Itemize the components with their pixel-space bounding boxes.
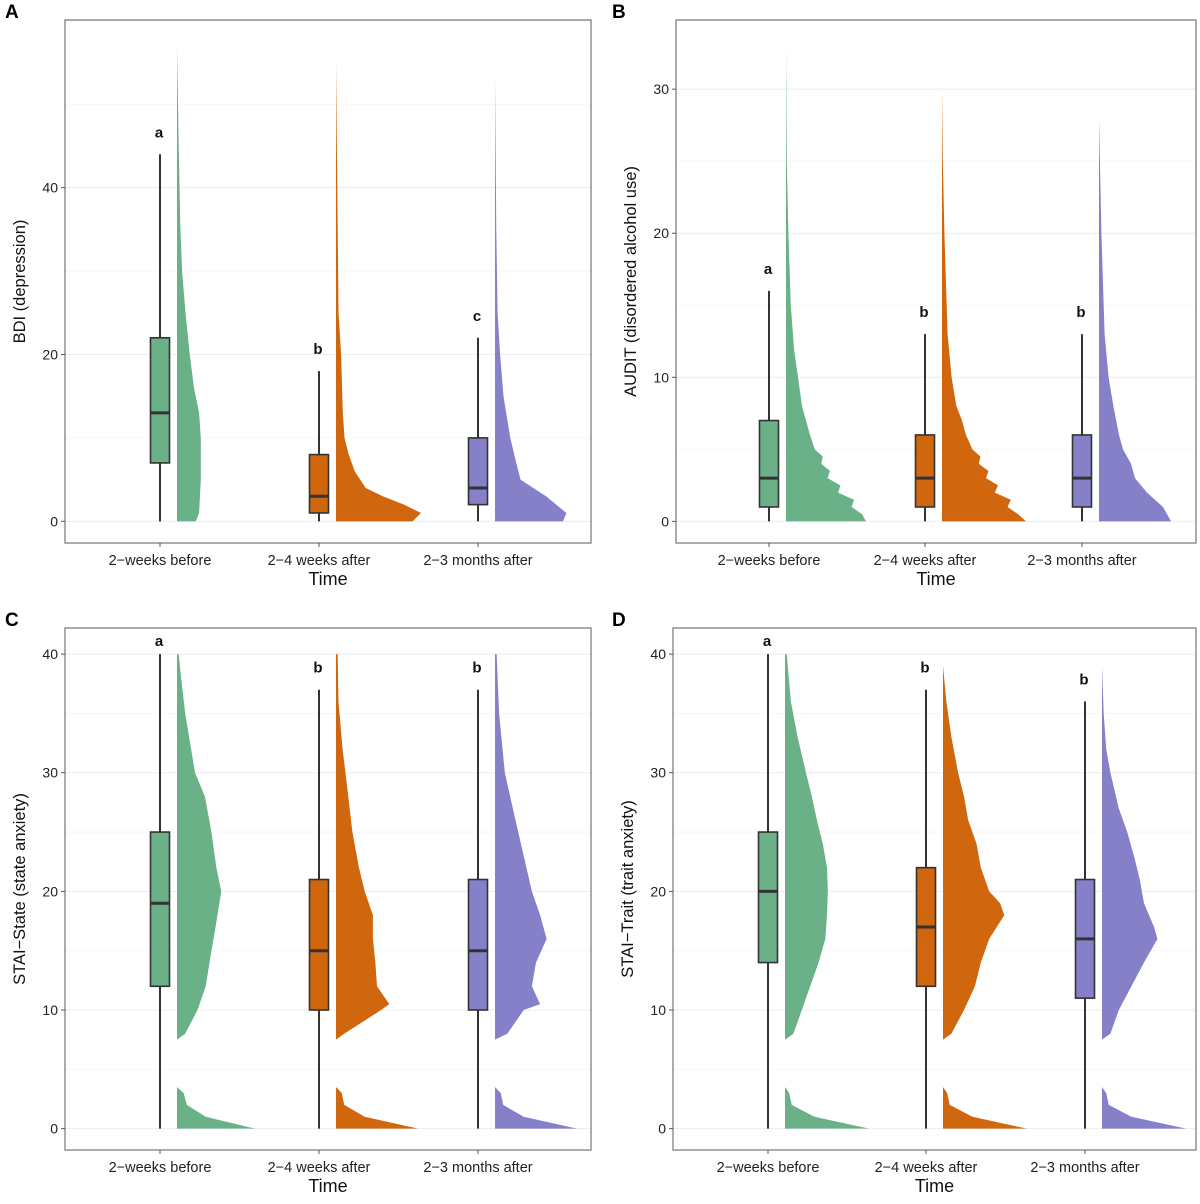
y-tick-label: 30	[653, 81, 669, 97]
x-tick-label: 2−4 weeks after	[875, 1160, 978, 1176]
significance-letter: b	[919, 304, 928, 321]
significance-letter: b	[1079, 672, 1088, 689]
x-axis-title: Time	[916, 569, 955, 589]
y-tick-label: 0	[658, 1121, 666, 1137]
x-tick-label: 2−weeks before	[718, 553, 821, 569]
significance-letter: b	[313, 660, 322, 677]
box	[758, 419, 780, 508]
y-tick-label: 30	[650, 765, 666, 781]
violin	[786, 45, 866, 522]
violin	[336, 654, 390, 1040]
panel-label: B	[612, 2, 626, 23]
box	[467, 878, 489, 1011]
y-tick-label: 20	[42, 346, 58, 362]
box	[149, 337, 171, 464]
violin	[177, 654, 222, 1040]
significance-letter: b	[313, 341, 322, 358]
y-tick-label: 0	[50, 1121, 58, 1137]
violin	[1102, 665, 1158, 1040]
violin	[336, 1087, 418, 1129]
significance-letter: b	[1076, 304, 1085, 321]
violin	[495, 654, 547, 1040]
y-axis-title: STAI−State (state anxiety)	[11, 793, 29, 985]
significance-letter: a	[155, 124, 164, 141]
plot-border	[672, 627, 1197, 1151]
box	[149, 831, 171, 988]
x-tick-label: 2−3 months after	[1030, 1160, 1139, 1176]
y-tick-label: 40	[42, 180, 58, 196]
box	[467, 437, 489, 506]
x-tick-label: 2−4 weeks after	[874, 553, 977, 569]
violin	[785, 654, 828, 1040]
y-tick-label: 20	[650, 883, 666, 899]
x-tick-label: 2−3 months after	[423, 553, 532, 569]
x-tick-label: 2−4 weeks after	[268, 553, 371, 569]
y-axis-title: BDI (depression)	[11, 220, 29, 344]
plot-border	[64, 19, 592, 544]
violin	[785, 1087, 869, 1129]
panel-label: A	[5, 2, 19, 23]
violin	[495, 1087, 577, 1129]
y-axis-title: AUDIT (disordered alcohol use)	[622, 166, 640, 397]
panel-a: a b c 0 20 40 2−weeks before 2−4 weeks after 2−3…	[5, 2, 592, 589]
y-tick-label: 0	[50, 513, 58, 529]
y-tick-label: 30	[42, 765, 58, 781]
box	[757, 831, 779, 964]
y-tick-label: 20	[42, 883, 58, 899]
violin	[943, 1087, 1027, 1129]
y-tick-label: 0	[661, 513, 669, 529]
panel-c: a b b 0 10 20 30 40 2−weeks before 2−4 weeks afte…	[5, 610, 592, 1196]
box	[914, 434, 936, 508]
x-axis-title: Time	[308, 1176, 347, 1196]
significance-letter: a	[155, 633, 164, 650]
significance-letter: a	[763, 633, 772, 650]
violin	[177, 45, 201, 522]
x-tick-label: 2−weeks before	[717, 1160, 820, 1176]
y-axis-title: STAI−Trait (trait anxiety)	[619, 800, 637, 977]
x-tick-label: 2−weeks before	[109, 553, 212, 569]
x-tick-label: 2−4 weeks after	[268, 1160, 371, 1176]
y-tick-label: 10	[653, 369, 669, 385]
panel-label: C	[5, 610, 19, 631]
plot-border	[64, 627, 592, 1151]
y-tick-label: 10	[42, 1002, 58, 1018]
violin	[943, 665, 1005, 1040]
y-tick-label: 40	[650, 646, 666, 662]
y-tick-label: 40	[42, 646, 58, 662]
significance-letter: b	[920, 660, 929, 677]
violin	[1099, 117, 1171, 522]
box	[1071, 434, 1093, 508]
x-tick-label: 2−3 months after	[1027, 553, 1136, 569]
violin	[177, 1087, 255, 1129]
violin	[1102, 1087, 1186, 1129]
x-tick-label: 2−3 months after	[423, 1160, 532, 1176]
x-tick-label: 2−weeks before	[109, 1160, 212, 1176]
x-axis-title: Time	[308, 569, 347, 589]
x-axis-title: Time	[915, 1176, 954, 1196]
violin	[495, 79, 567, 522]
box	[308, 453, 330, 514]
box	[308, 878, 330, 1011]
significance-letter: b	[472, 660, 481, 677]
significance-letter: c	[473, 308, 481, 325]
panel-d: a b b 0 10 20 30 40 2−weeks before 2−4 weeks afte…	[612, 610, 1197, 1196]
y-tick-label: 10	[650, 1002, 666, 1018]
plot-border	[675, 19, 1197, 544]
significance-letter: a	[764, 261, 773, 278]
panel-b: a b b 0 10 20 30 2−weeks before 2−4 weeks after 2…	[612, 2, 1197, 589]
violin	[942, 89, 1026, 522]
panel-label: D	[612, 610, 626, 631]
y-tick-label: 20	[653, 225, 669, 241]
violin	[336, 62, 421, 522]
